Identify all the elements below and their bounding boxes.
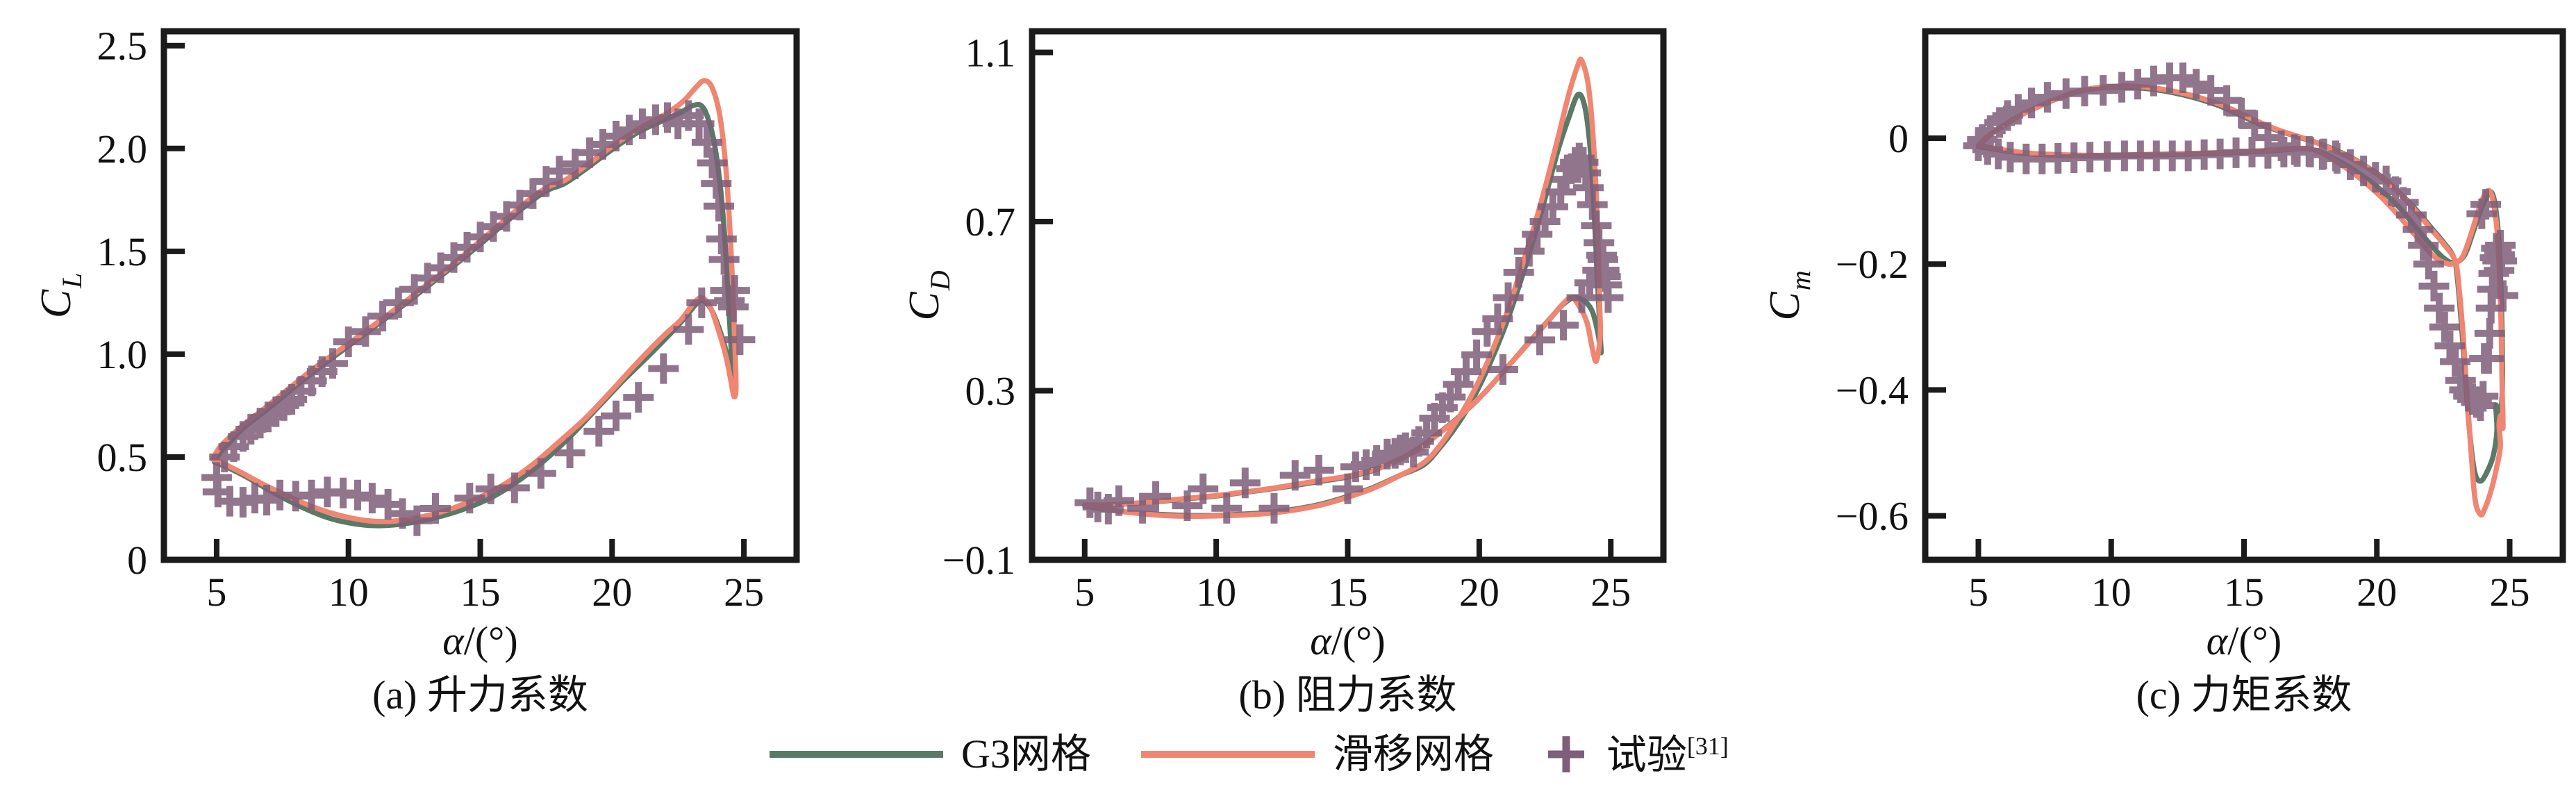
- panel-a: 5 10 15 20 25 0 0.5 1.0 1.5 2.0 2.5 CL α/(°) (a) 升力系数: [0, 0, 859, 796]
- series-markers-experiment: [1074, 142, 1624, 524]
- series-line-sliding_line: [210, 78, 739, 524]
- series-line-g3_line: [212, 101, 736, 529]
- x-tick-label: 5: [1968, 570, 1988, 615]
- x-tick-label: 10: [329, 570, 369, 615]
- y-axis-title: CL: [33, 273, 88, 319]
- x-tick-label: 10: [2091, 570, 2132, 615]
- x-tick-label: 25: [2490, 570, 2530, 615]
- x-tick-label: 5: [1074, 570, 1095, 615]
- y-tick-label: −0.1: [942, 538, 1015, 583]
- series-line-g3_line: [1082, 91, 1604, 519]
- y-axis-title: Cm: [1761, 270, 1816, 320]
- y-axis-title: CD: [901, 270, 956, 320]
- x-tick-label: 15: [1328, 570, 1368, 615]
- series-markers-experiment: [1963, 63, 2518, 422]
- plus-marker-icon: [1547, 736, 1584, 772]
- plot-b-svg: 5 10 15 20 25 −0.1 0.3 0.7 1.1 CD α/(°) (b) 阻力系数: [901, 28, 1667, 718]
- legend-label-g3: G3网格: [961, 731, 1091, 777]
- y-tick-label: 0: [127, 538, 147, 583]
- x-tick-label: 25: [1590, 570, 1631, 615]
- plot-c-svg: 5 10 15 20 25 0 −0.2 −0.4 −0.6 Cm α/(°) (c) 力矩系数: [1761, 28, 2566, 718]
- y-tick-label: −0.6: [1836, 494, 1909, 539]
- legend-label-sliding: 滑移网格: [1332, 731, 1494, 777]
- legend: G3网格 滑移网格 试验[31]: [770, 727, 1729, 782]
- caption-a: (a) 升力系数: [372, 672, 588, 718]
- x-tick-label: 15: [2224, 570, 2264, 615]
- caption-b: (b) 阻力系数: [1238, 672, 1456, 718]
- caption-c: (c) 力矩系数: [2136, 672, 2352, 718]
- y-tick-label: 0: [1888, 116, 1909, 161]
- panel-b: 5 10 15 20 25 −0.1 0.3 0.7 1.1 CD α/(°) (b) 阻力系数: [858, 0, 1718, 796]
- series-markers-experiment: [201, 100, 756, 536]
- y-tick-label: 0.3: [965, 368, 1016, 413]
- legend-item-g3: G3网格: [770, 734, 1091, 774]
- legend-item-sliding: 滑移网格: [1140, 731, 1494, 777]
- g3-line-swatch-icon: [770, 751, 943, 758]
- y-tick-label: 1.0: [97, 332, 148, 377]
- legend-citation-sup: [31]: [1686, 731, 1729, 760]
- x-axis-title: α/(°): [2207, 618, 2282, 663]
- y-tick-label: 2.5: [97, 24, 148, 69]
- x-axis-title: α/(°): [1310, 618, 1385, 663]
- legend-item-experiment: 试验[31]: [1544, 732, 1729, 777]
- x-axis-title: α/(°): [442, 618, 517, 663]
- y-tick-label: 0.5: [97, 435, 148, 480]
- x-tick-label: 20: [592, 570, 632, 615]
- x-tick-label: 20: [2357, 570, 2397, 615]
- x-tick-label: 20: [1459, 570, 1499, 615]
- sliding-line-swatch-icon: [1140, 751, 1315, 758]
- plot-a-svg: 5 10 15 20 25 0 0.5 1.0 1.5 2.0 2.5 CL α/(°) (a) 升力系数: [33, 24, 800, 718]
- panel-c: 5 10 15 20 25 0 −0.2 −0.4 −0.6 Cm α/(°) (c) 力矩系数: [1717, 0, 2576, 796]
- y-tick-label: 0.7: [965, 199, 1016, 244]
- x-tick-label: 15: [460, 570, 501, 615]
- y-tick-label: −0.2: [1836, 242, 1909, 287]
- x-tick-label: 10: [1196, 570, 1236, 615]
- y-tick-label: 1.5: [97, 229, 148, 274]
- y-tick-label: 1.1: [965, 30, 1016, 75]
- x-tick-label: 5: [206, 570, 226, 615]
- series-line-sliding_line: [1082, 56, 1604, 520]
- legend-label-experiment: 试验[31]: [1606, 731, 1729, 778]
- y-tick-label: 2.0: [97, 126, 148, 172]
- y-tick-label: −0.4: [1836, 367, 1909, 413]
- x-tick-label: 25: [724, 570, 764, 615]
